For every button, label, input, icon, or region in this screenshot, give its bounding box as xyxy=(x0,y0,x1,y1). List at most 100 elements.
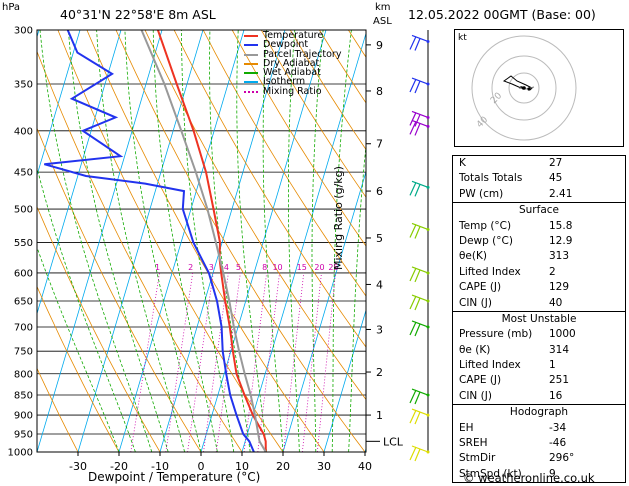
wind-barb-flag xyxy=(414,269,421,283)
mixing-ratio-label: 3 xyxy=(209,263,214,272)
mixing-ratio-label: 15 xyxy=(297,263,307,272)
index-value: -46 xyxy=(549,437,567,450)
temperature-tick-label: -30 xyxy=(69,460,87,473)
wind-barb-dot xyxy=(426,299,430,303)
index-value: 296° xyxy=(549,452,575,465)
indices-panel: K 27 Totals Totals 45 PW (cm) 2.41 Surface Te… xyxy=(452,155,626,484)
pressure-tick-label: 700 xyxy=(14,322,33,333)
index-value: 12.9 xyxy=(549,234,573,247)
isotherm-line xyxy=(323,308,366,452)
wind-barb-flag xyxy=(414,123,421,136)
legend-swatch xyxy=(244,44,258,47)
dry-adiabat-line xyxy=(289,30,366,151)
legend-item: Dry Adiabat xyxy=(244,58,384,68)
wind-barb-flag xyxy=(409,321,417,336)
wind-barb-flag xyxy=(414,38,421,51)
isotherm-line xyxy=(37,30,163,452)
wet-adiabat-line xyxy=(236,30,267,452)
index-key: PW (cm) xyxy=(459,187,504,200)
pressure-unit-label: hPa xyxy=(2,2,21,13)
wind-barb-flag xyxy=(409,78,417,93)
index-row: Pressure (mb) 1000 xyxy=(453,327,625,342)
isotherm-line xyxy=(241,31,366,452)
pressure-tick-label: 650 xyxy=(14,297,33,308)
temperature-tick-label: 10 xyxy=(235,460,249,473)
pressure-tick-label: 500 xyxy=(14,205,33,216)
index-key: CAPE (J) xyxy=(459,281,502,294)
index-value: 15.8 xyxy=(549,219,573,232)
index-row: StmDir 296° xyxy=(453,451,625,466)
index-value: 129 xyxy=(549,281,570,294)
legend-label: Isotherm xyxy=(263,76,306,88)
legend-item: Dewpoint xyxy=(244,39,384,51)
mixing-ratio-label: 4 xyxy=(224,263,229,272)
wind-barb-flag xyxy=(414,114,421,127)
copyright-label[interactable]: © weatheronline.co.uk xyxy=(463,471,595,485)
legend-item: Isotherm xyxy=(244,76,384,88)
pressure-tick-label: 800 xyxy=(14,369,33,380)
wet-adiabat-line xyxy=(331,30,352,452)
isotherm-line xyxy=(77,30,204,452)
wet-adiabat-line xyxy=(209,30,251,452)
wind-barb-flag xyxy=(409,182,417,196)
index-row: CAPE (J) 129 xyxy=(453,280,625,295)
index-key: SREH xyxy=(459,437,488,450)
pressure-tick-label: 300 xyxy=(14,26,33,37)
height-tick-label: 7 xyxy=(376,138,383,151)
index-value: 27 xyxy=(549,157,563,169)
surface-section-title: Surface xyxy=(518,204,559,217)
wind-barb-flag xyxy=(409,446,417,461)
location-title: 40°31'N 22°58'E 8m ASL xyxy=(60,7,216,22)
mixing-ratio-line xyxy=(283,272,305,452)
mixing-ratio-line xyxy=(301,272,322,452)
index-value: 40 xyxy=(549,296,563,309)
index-row: θe (K) 314 xyxy=(453,343,625,358)
hodograph-section: Hodograph EH -34 SREH -46 StmDir 296° StmSpd (… xyxy=(453,404,625,482)
wind-barb-flag xyxy=(414,448,421,462)
mixing-ratio-line xyxy=(203,272,229,452)
pressure-tick-label: 350 xyxy=(14,80,33,91)
temperature-line xyxy=(156,30,267,452)
x-axis-label: Dewpoint / Temperature (°C) xyxy=(88,470,261,484)
wet-adiabat-line xyxy=(39,30,153,452)
index-key: θe(K) xyxy=(459,250,487,263)
wind-barb-flag xyxy=(409,121,417,135)
wind-barb-flag xyxy=(414,391,421,405)
legend-swatch xyxy=(244,90,258,93)
hodograph-ring xyxy=(508,72,540,104)
storm-motion-marker xyxy=(527,87,531,91)
index-key: CAPE (J) xyxy=(459,374,502,387)
index-row: Totals Totals 45 xyxy=(453,171,625,186)
hodograph-unit: kt xyxy=(458,33,467,43)
index-key: EH xyxy=(459,421,474,434)
legend-item: Temperature xyxy=(244,31,384,40)
index-value: 313 xyxy=(549,250,570,263)
index-value: 1 xyxy=(549,359,556,372)
index-row: Lifted Index 2 xyxy=(453,265,625,280)
index-key: K xyxy=(459,157,466,169)
wet-adiabat-line xyxy=(37,246,120,452)
wind-barb-dot xyxy=(426,115,430,119)
hodograph-trace-alt xyxy=(518,86,535,90)
isotherm-line xyxy=(200,30,327,452)
dry-adiabat-line xyxy=(37,50,243,452)
mixing-ratio-label: 1 xyxy=(155,263,160,272)
surface-section: Surface Temp (°C) 15.8 Dewp (°C) 12.9 θe(K) 3… xyxy=(453,202,625,311)
mixing-ratio-line xyxy=(187,272,214,452)
dry-adiabat-line xyxy=(37,285,120,452)
height-tick-label: 9 xyxy=(376,39,383,52)
height-tick-label: 3 xyxy=(376,323,383,336)
index-row: θe(K) 313 xyxy=(453,249,625,264)
height-unit-km: km xyxy=(375,2,391,13)
dry-adiabat-line xyxy=(115,30,366,452)
mixing-ratio-axis-label: Mixing Ratio (g/kg) xyxy=(332,166,345,270)
wind-barb-flag xyxy=(409,267,417,282)
wind-barb-flag xyxy=(414,297,421,311)
legend-label: Dewpoint xyxy=(263,39,309,51)
dry-adiabat-line xyxy=(37,367,79,452)
wet-adiabat-line xyxy=(124,30,202,452)
index-row: CAPE (J) 251 xyxy=(453,373,625,388)
isotherm-line xyxy=(159,30,286,452)
wet-adiabat-line xyxy=(262,30,284,452)
legend-swatch xyxy=(244,35,258,37)
